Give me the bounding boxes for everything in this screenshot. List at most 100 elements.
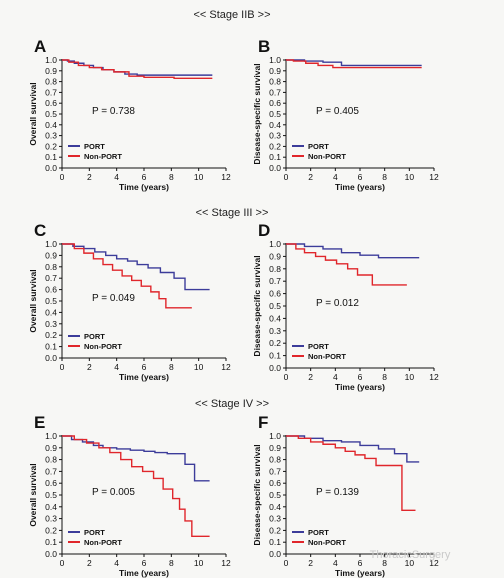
x-tick-label: 8 xyxy=(169,362,174,372)
p-value-label: P = 0.012 xyxy=(316,298,359,309)
x-tick-label: 0 xyxy=(60,362,65,372)
panel-d: D 0.0 0.1 0.2 0.3 0.4 0.5 0.6 0.7 0.8 0.9 1.0 0 2 4 6 8 1… xyxy=(252,221,439,392)
y-tick-label: 0.7 xyxy=(269,87,281,97)
survival-curve-non-port xyxy=(286,435,416,512)
y-axis-title: Overall survival xyxy=(28,269,38,332)
y-tick-label: 0.6 xyxy=(45,285,57,295)
x-axis-title: Time (years) xyxy=(335,182,385,192)
x-tick-label: 10 xyxy=(405,558,415,568)
stage-header-iii: << Stage III >> xyxy=(196,207,269,219)
x-tick-label: 0 xyxy=(284,172,289,182)
p-value-label: P = 0.139 xyxy=(316,487,359,498)
x-tick-label: 8 xyxy=(169,172,174,182)
y-tick-label: 0.0 xyxy=(269,163,281,173)
y-tick-label: 0.1 xyxy=(269,152,281,162)
y-tick-label: 0.4 xyxy=(269,313,281,323)
legend-label-port: PORT xyxy=(308,142,329,151)
y-axis-title: Disease-specific survival xyxy=(252,255,262,356)
panel-a: A 0.00.10.20.30.40.50.60.70.80.91.0 0 2 4 6 8 1… xyxy=(28,37,231,192)
x-tick-label: 0 xyxy=(60,558,65,568)
x-tick-label: 0 xyxy=(284,558,289,568)
panel-f: F 0.0 0.1 0.20.3 0.4 0.5 0.6 0.70.8 0.9 1.0 0 2 4 6 8 1… xyxy=(252,413,439,578)
y-tick-label: 0.2 xyxy=(45,330,57,340)
y-tick-label: 0.7 xyxy=(269,466,281,476)
y-tick-label: 0.0 xyxy=(269,363,281,373)
y-tick-label: 0.6 xyxy=(45,98,57,108)
y-tick-label: 0.3 xyxy=(269,326,281,336)
x-tick-label: 10 xyxy=(194,362,204,372)
x-tick-label: 2 xyxy=(308,558,313,568)
x-tick-label: 12 xyxy=(221,362,231,372)
y-tick-label: 0.8 xyxy=(269,77,281,87)
x-tick-label: 10 xyxy=(194,558,204,568)
y-tick-label: 0.7 xyxy=(45,466,57,476)
watermark-text: ThoracicSurgery xyxy=(370,549,451,561)
y-tick-label: 0.2 xyxy=(45,141,57,151)
y-tick-label: 0.4 xyxy=(269,120,281,130)
legend-label-non-port: Non-PORT xyxy=(308,538,346,547)
y-tick-label: 1.0 xyxy=(269,239,281,249)
x-tick-label: 12 xyxy=(429,172,439,182)
y-tick-label: 0.0 xyxy=(45,353,57,363)
y-tick-label: 0.3 xyxy=(45,319,57,329)
legend-label-non-port: Non-PORT xyxy=(84,152,122,161)
y-tick-label: 0.1 xyxy=(269,537,281,547)
panel-letter-f: F xyxy=(258,413,268,432)
y-tick-label: 0.9 xyxy=(45,443,57,453)
legend-label-port: PORT xyxy=(308,342,329,351)
y-tick-label: 1.0 xyxy=(45,55,57,65)
y-tick-label: 0.6 xyxy=(269,478,281,488)
survival-curve-non-port xyxy=(62,243,192,309)
x-tick-label: 4 xyxy=(333,172,338,182)
panel-e: E 0.0 0.1 0.20.3 0.4 0.5 0.6 0.70.8 0.9 1.0 0 2 4 6 8 1… xyxy=(28,413,231,578)
y-tick-label: 0.9 xyxy=(45,66,57,76)
x-tick-label: 2 xyxy=(87,558,92,568)
y-tick-label: 0.4 xyxy=(269,502,281,512)
legend-label-non-port: Non-PORT xyxy=(84,342,122,351)
y-tick-label: 0.1 xyxy=(45,537,57,547)
y-tick-label: 0.0 xyxy=(269,549,281,559)
y-tick-label: 0.3 xyxy=(269,514,281,524)
y-tick-label: 0.8 xyxy=(45,77,57,87)
x-tick-label: 2 xyxy=(308,172,313,182)
y-tick-label: 0.9 xyxy=(269,443,281,453)
x-tick-label: 8 xyxy=(382,558,387,568)
y-tick-label: 0.7 xyxy=(269,276,281,286)
legend-label-port: PORT xyxy=(84,142,105,151)
y-tick-label: 0.1 xyxy=(45,342,57,352)
y-tick-label: 0.5 xyxy=(45,296,57,306)
y-tick-label: 0.8 xyxy=(269,264,281,274)
y-axis-title: Overall survival xyxy=(28,82,38,145)
panel-b: B 0.00.10.20.30.40.50.60.70.80.91.0 0 2 4 6 8 1… xyxy=(252,37,439,192)
legend-label-port: PORT xyxy=(308,528,329,537)
stage-header-iib: << Stage IIB >> xyxy=(193,9,270,21)
survival-curve-port xyxy=(286,243,420,259)
y-tick-label: 0.3 xyxy=(45,131,57,141)
legend-label-port: PORT xyxy=(84,528,105,537)
x-tick-label: 4 xyxy=(333,558,338,568)
y-tick-label: 0.8 xyxy=(269,455,281,465)
y-tick-label: 0.9 xyxy=(269,251,281,261)
survival-curve-non-port xyxy=(286,243,407,286)
x-tick-label: 8 xyxy=(169,558,174,568)
survival-curve-port xyxy=(286,435,420,463)
panels-group: A0.00.10.20.30.40.50.60.70.80.91.00 2 4 6 8 1… xyxy=(28,37,439,578)
legend-label-port: PORT xyxy=(84,332,105,341)
x-tick-label: 6 xyxy=(142,172,147,182)
p-value-label: P = 0.049 xyxy=(92,293,135,304)
x-tick-label: 4 xyxy=(114,362,119,372)
y-tick-label: 0.3 xyxy=(269,131,281,141)
x-tick-label: 6 xyxy=(358,172,363,182)
survival-curve-non-port xyxy=(62,435,210,537)
x-tick-label: 0 xyxy=(60,172,65,182)
survival-curve-port xyxy=(62,435,210,482)
y-tick-label: 0.6 xyxy=(45,478,57,488)
x-tick-label: 6 xyxy=(358,558,363,568)
y-tick-label: 0.5 xyxy=(45,109,57,119)
legend-label-non-port: Non-PORT xyxy=(308,152,346,161)
x-axis-title: Time (years) xyxy=(119,568,169,578)
y-axis-title: Overall survival xyxy=(28,463,38,526)
x-tick-label: 10 xyxy=(405,172,415,182)
x-tick-label: 4 xyxy=(333,372,338,382)
